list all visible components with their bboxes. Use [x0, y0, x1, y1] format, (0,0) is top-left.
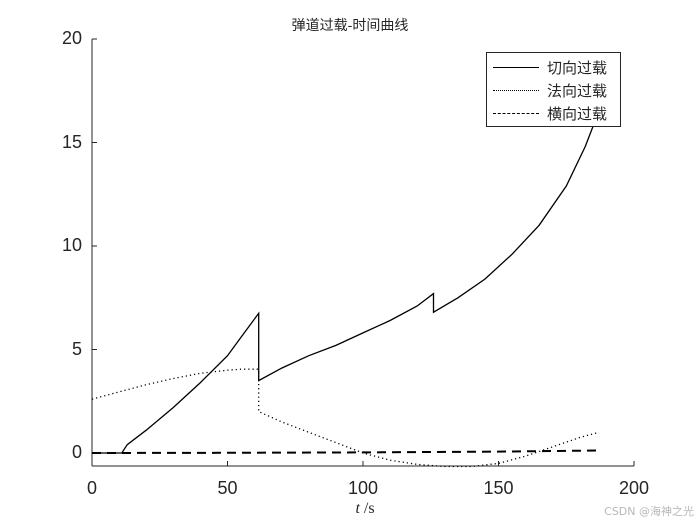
x-axis-var: t: [355, 500, 360, 517]
x-tick-label: 50: [217, 478, 238, 498]
legend-label: 法向过载: [547, 81, 608, 100]
solid-line-icon: [493, 66, 539, 68]
chart-title: 弹道过载-时间曲线: [291, 18, 409, 34]
x-axis-label: t /s: [340, 500, 390, 518]
x-tick-label: 150: [483, 478, 514, 498]
legend-item-lateral: 横向过载: [487, 102, 620, 124]
y-tick-label: 15: [61, 131, 82, 152]
x-tick-label: 100: [347, 478, 379, 498]
series-line-dotted: [91, 368, 599, 468]
x-tick-label: 200: [618, 478, 650, 498]
x-axis-unit: /s: [359, 500, 375, 517]
legend: 切向过载 法向过载 横向过载: [486, 52, 621, 127]
axes: [91, 38, 635, 467]
dashed-line-icon: [493, 112, 539, 114]
x-tick-label: 0: [86, 478, 97, 498]
series-line-solid: [92, 111, 600, 454]
legend-label: 切向过载: [547, 58, 608, 77]
legend-label: 横向过载: [547, 104, 608, 123]
series-line-dashed: [91, 449, 599, 454]
watermark: CSDN @海神之光: [604, 505, 694, 518]
series-group: [91, 111, 600, 468]
y-tick-label: 5: [71, 338, 82, 359]
legend-item-tangential: 切向过载: [487, 56, 620, 78]
legend-item-normal: 法向过载: [487, 79, 620, 101]
y-tick-label: 10: [61, 235, 82, 255]
y-tick-label: 20: [61, 28, 82, 48]
dotted-line-icon: [493, 89, 539, 91]
y-tick-label: 0: [71, 442, 82, 462]
